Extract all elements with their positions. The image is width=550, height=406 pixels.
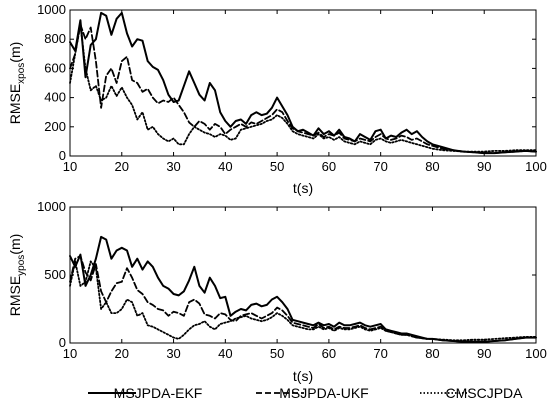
x-tick-label: 10 [63, 346, 77, 361]
x-tick-label: 60 [322, 346, 336, 361]
series-line-bottom-msjpda-ekf [69, 235, 537, 343]
x-ticks-bottom: 10 20 30 40 50 60 70 80 90 100 [63, 207, 547, 361]
y-ticks-top: 0 200 400 600 800 1000 [37, 2, 536, 163]
y-label-unit-bottom: (m) [7, 234, 23, 255]
y-tick-label: 800 [44, 31, 66, 46]
x-axis-label-bottom: t(s) [293, 368, 313, 384]
x-ticks-top: 10 20 30 40 50 60 70 80 90 100 [63, 10, 547, 174]
x-tick-label: 40 [218, 159, 232, 174]
y-label-main-top: RMSE [7, 84, 23, 124]
x-tick-label: 60 [322, 159, 336, 174]
x-tick-label: 70 [373, 159, 387, 174]
y-tick-label: 1000 [37, 2, 66, 17]
chart-bottom-ypos: 10 20 30 40 50 60 70 80 90 100 0 500 1000 t(s) RMSE… [7, 199, 547, 384]
y-tick-label: 500 [44, 267, 66, 282]
x-tick-label: 90 [477, 346, 491, 361]
x-tick-label: 80 [425, 346, 439, 361]
y-label-main-bottom: RMSE [7, 276, 23, 316]
y-ticks-bottom: 0 500 1000 [37, 199, 536, 350]
y-axis-label-top: RMSExpos(m) [7, 42, 27, 125]
y-tick-label: 600 [44, 60, 66, 75]
y-axis-label-bottom: RMSEypos(m) [7, 234, 27, 317]
legend-label-cmscjpda: CMSCJPDA [445, 385, 523, 401]
series-line-bottom-cmscjpda [69, 260, 537, 342]
x-tick-label: 30 [166, 159, 180, 174]
plot-frame-top [69, 9, 537, 157]
y-tick-label: 400 [44, 90, 66, 105]
series-group-bottom [69, 235, 537, 343]
series-line-top-cmscjpda [69, 23, 537, 153]
series-line-top-msjpda-ukf [69, 23, 537, 154]
y-label-sub-bottom: ypos [16, 255, 27, 276]
y-tick-label: 200 [44, 119, 66, 134]
series-line-top-msjpda-ekf [69, 11, 537, 155]
x-tick-label: 10 [63, 159, 77, 174]
y-label-unit-top: (m) [7, 42, 23, 63]
y-tick-label: 0 [59, 335, 66, 350]
series-group-top [69, 11, 537, 155]
x-tick-label: 100 [525, 159, 547, 174]
x-tick-label: 90 [477, 159, 491, 174]
y-tick-label: 0 [59, 148, 66, 163]
x-tick-label: 30 [166, 346, 180, 361]
legend: MSJPDA-EKF MSJPDA-UKF CMSCJPDA [88, 385, 523, 401]
legend-label-msjpda-ukf: MSJPDA-UKF [279, 385, 368, 401]
y-label-sub-top: xpos [16, 63, 27, 84]
x-tick-label: 50 [270, 346, 284, 361]
legend-label-msjpda-ekf: MSJPDA-EKF [114, 385, 203, 401]
x-tick-label: 80 [425, 159, 439, 174]
chart-top-xpos: 10 20 30 40 50 60 70 80 90 100 02004006008001000 … [7, 2, 547, 196]
x-tick-label: 40 [218, 346, 232, 361]
x-tick-label: 20 [115, 159, 129, 174]
y-tick-label: 1000 [37, 199, 66, 214]
x-axis-label-top: t(s) [293, 180, 313, 196]
x-tick-label: 70 [373, 346, 387, 361]
x-tick-label: 50 [270, 159, 284, 174]
x-tick-label: 100 [525, 346, 547, 361]
x-tick-label: 20 [115, 346, 129, 361]
